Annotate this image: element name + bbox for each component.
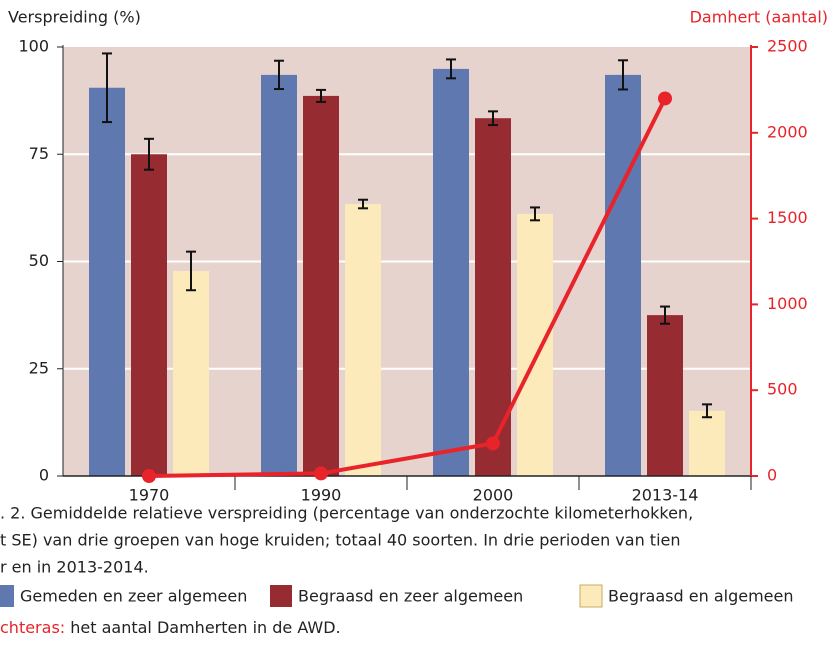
bar [689,410,725,476]
y2-tick-label: 2000 [767,122,808,141]
y-tick-label: 100 [18,37,49,56]
error-bar [446,58,456,80]
error-bar [316,88,326,103]
line-point [142,469,156,483]
caption-line: . 2. Gemiddelde relatieve verspreiding (… [0,504,693,523]
y2-tick-label: 1000 [767,294,808,313]
y-tick-label: 25 [29,358,49,377]
legend-swatch [270,585,292,607]
x-tick-label: 1970 [129,486,170,505]
error-bar [102,52,112,124]
bar [647,315,683,476]
legend-label: Begraasd en algemeen [608,587,793,606]
caption-note: chteras: het aantal Damherten in de AWD. [0,618,341,637]
error-bar [186,250,196,292]
caption-line: t SE) van drie groepen van hoge kruiden;… [0,531,681,550]
bar [517,213,553,477]
bar [261,74,297,476]
line [148,97,667,478]
y2-tick-label: 500 [767,380,798,399]
error-bar [530,206,540,222]
error-bar [358,198,368,210]
error-bar [618,59,628,91]
x-tick-label: 2013-14 [632,486,699,505]
line-point [314,466,328,481]
line-point [486,436,500,451]
error-bar [660,305,670,325]
error-bar [702,403,712,419]
bar [605,74,641,476]
bar [433,68,469,476]
bar [345,204,381,476]
y-axis-label: Verspreiding (%) [8,8,141,27]
caption-note-text: het aantal Damherten in de AWD. [65,618,340,637]
bar [89,87,125,476]
y2-tick-label: 0 [767,466,777,485]
y-tick-label: 75 [29,144,49,163]
legend-swatch [0,585,14,607]
legend-label: Gemeden en zeer algemeen [20,587,247,606]
legend-label: Begraasd en zeer algemeen [298,587,523,606]
x-tick-label: 2000 [473,486,514,505]
y2-axis-label: Damhert (aantal) [690,8,828,27]
error-bar [144,137,154,171]
error-bar [488,110,498,127]
y2-tick-label: 1500 [767,208,808,227]
bar [131,154,167,476]
bar [173,270,209,476]
legend-swatch [579,584,603,608]
line-point [658,91,672,106]
caption-note-label: chteras: [0,618,65,637]
x-tick-label: 1990 [301,486,342,505]
y2-tick-label: 2500 [767,37,808,56]
y-tick-label: 0 [39,466,49,485]
y-tick-label: 50 [29,251,49,270]
error-bar [274,59,284,91]
bar [303,95,339,476]
caption-line: r en in 2013-2014. [0,558,149,577]
